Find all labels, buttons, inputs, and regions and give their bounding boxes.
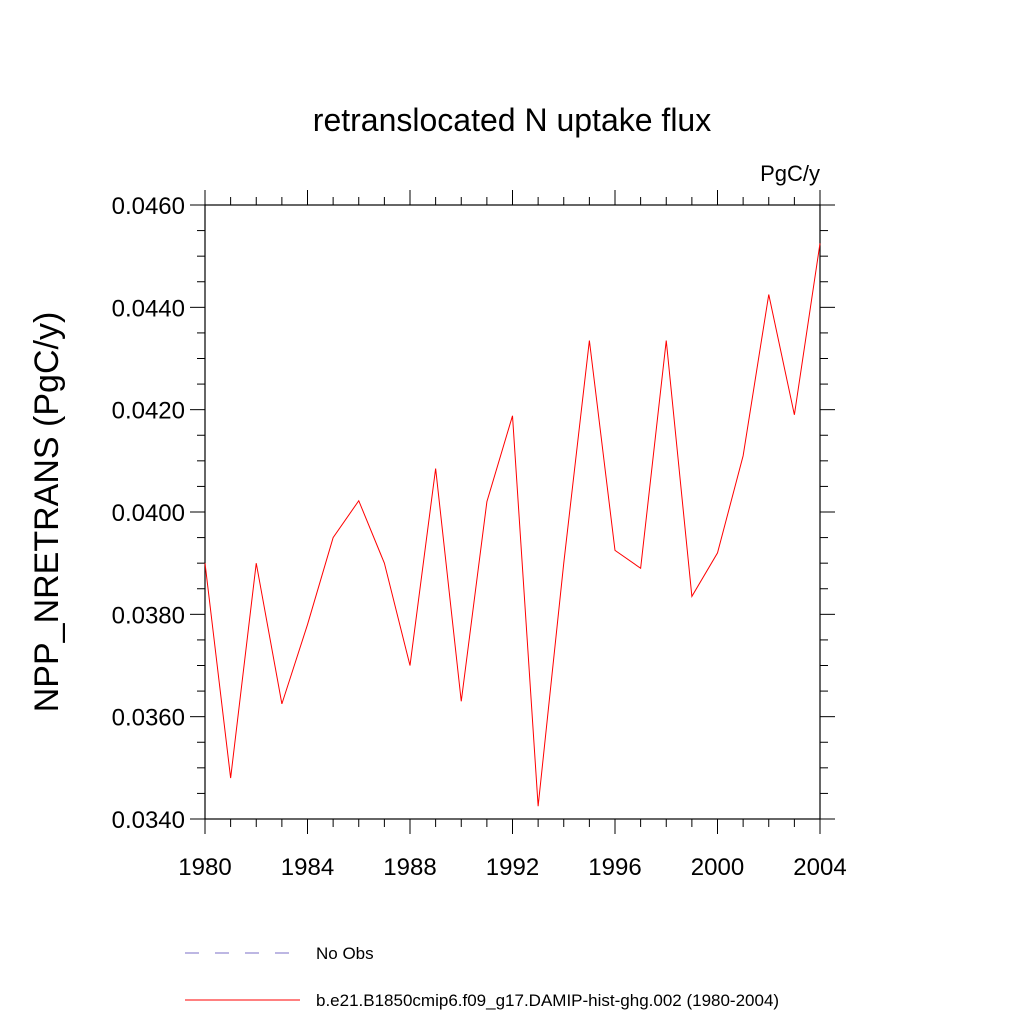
y-tick-label: 0.0440 [112,295,185,322]
y-tick-label: 0.0380 [112,602,185,629]
y-tick-label: 0.0400 [112,500,185,527]
y-tick-label: 0.0340 [112,807,185,834]
legend-label-no-obs: No Obs [316,944,374,963]
x-tick-label: 1980 [178,854,231,881]
x-tick-label: 1988 [383,854,436,881]
series-layer [204,243,821,807]
x-tick-label: 1996 [588,854,641,881]
x-tick-label: 2000 [691,854,744,881]
y-tick-label: 0.0460 [112,193,185,220]
x-tick-label: 2004 [793,854,846,881]
chart-title: retranslocated N uptake flux [313,102,711,138]
plot-frame [204,204,821,820]
y-tick-label: 0.0360 [112,705,185,732]
legend: No Obs b.e21.B1850cmip6.f09_g17.DAMIP-hi… [185,944,779,1010]
y-axis-label: NPP_NRETRANS (PgC/y) [28,312,66,713]
y-tick-label: 0.0420 [112,398,185,425]
y-axis: 0.0340 0.0360 0.0380 0.0400 0.0420 0.0440 0.04… [112,193,835,834]
x-tick-label: 1992 [486,854,539,881]
units-label: PgC/y [760,161,820,186]
series-line-0 [204,243,821,807]
legend-label-model: b.e21.B1850cmip6.f09_g17.DAMIP-hist-ghg.… [316,991,779,1010]
x-axis: 1980 1984 1988 1992 1996 2000 2004 [178,190,847,881]
x-tick-label: 1984 [281,854,334,881]
